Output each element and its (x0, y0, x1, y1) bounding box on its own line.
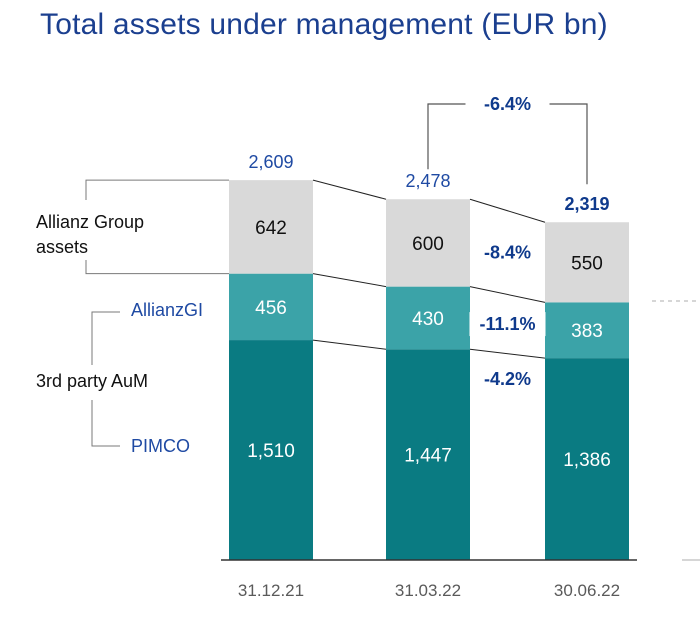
value-label-allianz-group-assets-1: 642 (255, 218, 287, 239)
connector-line-2-2 (469, 286, 546, 303)
change-label-allianz-group-assets: -8.4% (484, 243, 531, 263)
connector-line-1-3 (312, 179, 387, 200)
bar-pimco-2 (386, 349, 470, 560)
allianzgi-label: AllianzGI (131, 300, 204, 320)
change-label-allianzgi-bg (469, 312, 546, 337)
group-assets-bracket-bottom (85, 260, 229, 275)
value-label-allianz-group-assets-2: 600 (412, 234, 444, 255)
category-label-2: 31.03.22 (395, 581, 461, 600)
value-label-allianzgi-2: 430 (412, 309, 444, 330)
total-change-bracket (427, 103, 588, 185)
third-party-bracket-top (91, 311, 120, 365)
bar-allianzgi-1 (229, 273, 313, 341)
bar-allianzgi-2 (386, 286, 470, 350)
value-label-allianzgi-1: 456 (255, 298, 287, 319)
allianz-group-assets-label: Allianz Group assets (36, 212, 145, 257)
bar-pimco-1 (229, 340, 313, 560)
change-label-pimco: -4.2% (484, 369, 531, 389)
group-assets-bracket-top (85, 179, 229, 200)
total-change-label: -6.4% (484, 94, 531, 114)
bar-allianz-group-assets-3 (545, 222, 629, 303)
chart-title: Total assets under management (EUR bn) (40, 8, 608, 41)
value-label-pimco-2: 1,447 (404, 446, 452, 467)
connector-line-1-2 (312, 273, 387, 288)
total-label-2: 2,478 (405, 171, 450, 191)
value-label-pimco-3: 1,386 (563, 450, 611, 471)
bar-allianz-group-assets-2 (386, 199, 470, 287)
value-label-pimco-1: 1,510 (247, 441, 295, 462)
pimco-label: PIMCO (131, 436, 191, 456)
bar-allianzgi-3 (545, 302, 629, 359)
change-label-pimco-bg (473, 367, 542, 392)
bracket-label-bg (465, 92, 550, 116)
third-party-aum-label: 3rd party AuM (36, 371, 149, 391)
connector-line-2-1 (469, 348, 546, 359)
bar-allianz-group-assets-1 (229, 180, 313, 274)
total-label-3: 2,319 (564, 194, 609, 214)
connector-line-1-1 (312, 339, 387, 350)
third-party-bracket-bottom (91, 400, 120, 447)
bar-pimco-3 (545, 358, 629, 560)
category-label-3: 30.06.22 (554, 581, 620, 600)
connector-line-2-3 (469, 198, 546, 223)
change-label-allianzgi: -11.1% (479, 314, 535, 334)
value-label-allianz-group-assets-3: 550 (571, 253, 603, 274)
total-label-1: 2,609 (248, 152, 293, 172)
value-label-allianzgi-3: 383 (571, 321, 603, 342)
category-label-1: 31.12.21 (238, 581, 304, 600)
